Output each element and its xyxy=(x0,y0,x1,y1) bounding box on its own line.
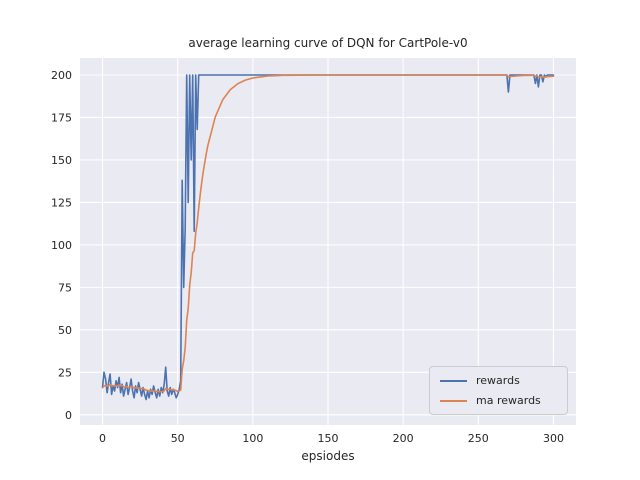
y-tick-label: 25 xyxy=(58,366,72,379)
x-tick-label: 250 xyxy=(468,432,489,445)
x-tick-label: 100 xyxy=(242,432,263,445)
y-tick-label: 50 xyxy=(58,324,72,337)
y-tick-label: 200 xyxy=(51,69,72,82)
legend-label: rewards xyxy=(476,374,520,387)
y-tick-label: 75 xyxy=(58,281,72,294)
x-tick-label: 150 xyxy=(318,432,339,445)
y-tick-label: 125 xyxy=(51,196,72,209)
x-axis-label: epsiodes xyxy=(301,449,355,463)
y-tick-label: 175 xyxy=(51,111,72,124)
x-tick-label: 0 xyxy=(99,432,106,445)
series-line-ma-rewards xyxy=(101,74,555,393)
y-tick-label: 150 xyxy=(51,154,72,167)
legend-label: ma rewards xyxy=(476,394,541,407)
legend-line-swatch-ma-rewards xyxy=(440,399,467,402)
chart-title: average learning curve of DQN for CartPo… xyxy=(188,36,468,50)
legend: rewards ma rewards xyxy=(429,366,568,415)
x-tick-label: 200 xyxy=(393,432,414,445)
legend-entry: rewards xyxy=(440,374,557,387)
legend-line-swatch-rewards xyxy=(440,379,467,382)
y-tick-label: 100 xyxy=(51,239,72,252)
x-tick-label: 300 xyxy=(543,432,564,445)
legend-entry: ma rewards xyxy=(440,394,557,407)
x-tick-label: 50 xyxy=(171,432,185,445)
y-tick-label: 0 xyxy=(65,409,72,422)
